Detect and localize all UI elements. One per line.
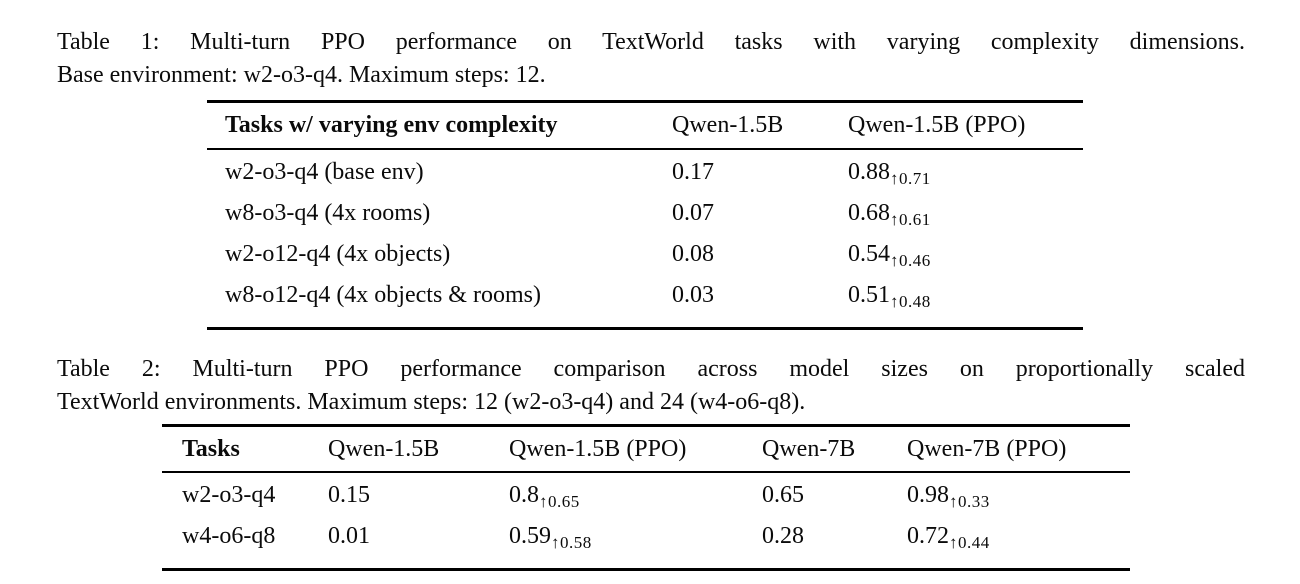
score-value: 0.98 [907,482,949,508]
qwen15b-score-cell: 0.01 [328,523,370,549]
table1-caption-line2: Base environment: w2-o3-q4. Maximum step… [57,62,546,88]
table-row: w2-o12-q4 (4x objects) 0.08 0.54↑0.46 [207,237,1083,278]
ppo-score-cell: 0.54↑0.46 [848,237,1083,278]
table-row: w4-o6-q8 0.01 0.59↑0.58 0.28 0.72↑0.44 [162,519,1130,560]
task-cell: w4-o6-q8 [182,523,276,549]
score-value: 0.59 [509,523,551,549]
table-row: w2-o3-q4 (base env) 0.17 0.88↑0.71 [207,155,1083,196]
table2-header-qwen7b: Qwen-7B [762,435,856,462]
score-value: 0.54 [848,241,890,267]
task-cell: w8-o12-q4 (4x objects & rooms) [225,282,541,308]
table2-caption: Table 2: Multi-turn PPO performance comp… [57,353,1245,419]
gain-subscript: ↑0.61 [890,210,931,229]
table-row: w8-o3-q4 (4x rooms) 0.07 0.68↑0.61 [207,196,1083,237]
table2-body: w2-o3-q4 0.15 0.8↑0.65 0.65 0.98↑0.33 w4… [162,473,1130,568]
table1-body: w2-o3-q4 (base env) 0.17 0.88↑0.71 w8-o3… [207,150,1083,327]
table2-caption-line2: TextWorld environments. Maximum steps: 1… [57,389,806,415]
task-cell: w8-o3-q4 (4x rooms) [225,200,431,226]
table1-header-tasks: Tasks w/ varying env complexity [225,112,558,138]
base-score-cell: 0.17 [672,159,714,185]
qwen15b-ppo-score-cell: 0.8↑0.65 [509,478,762,519]
table1-header-qwen15b: Qwen-1.5B [672,112,784,138]
ppo-score-cell: 0.51↑0.48 [848,278,1083,319]
task-cell: w2-o3-q4 (base env) [225,159,424,185]
score-value: 0.8 [509,482,539,508]
gain-subscript: ↑0.33 [949,492,990,511]
base-score-cell: 0.03 [672,282,714,308]
qwen7b-ppo-score-cell: 0.72↑0.44 [907,519,1130,560]
qwen7b-ppo-score-cell: 0.98↑0.33 [907,478,1130,519]
gain-subscript: ↑0.48 [890,292,931,311]
qwen7b-score-cell: 0.28 [762,523,804,549]
gain-subscript: ↑0.65 [539,492,580,511]
table2-header-qwen15b-ppo: Qwen-1.5B (PPO) [509,435,687,462]
table1-caption-line1: Table 1: Multi-turn PPO performance on T… [57,29,1245,55]
qwen15b-ppo-score-cell: 0.59↑0.58 [509,519,762,560]
table2: Tasks Qwen-1.5B Qwen-1.5B (PPO) Qwen-7B … [162,424,1130,571]
table1: Tasks w/ varying env complexity Qwen-1.5… [207,100,1083,330]
table2-header-qwen15b: Qwen-1.5B [328,435,440,462]
base-score-cell: 0.08 [672,241,714,267]
table1-header-row: Tasks w/ varying env complexity Qwen-1.5… [207,103,1083,150]
ppo-score-cell: 0.88↑0.71 [848,155,1083,196]
gain-subscript: ↑0.71 [890,169,931,188]
table2-header-qwen7b-ppo: Qwen-7B (PPO) [907,435,1067,462]
table1-header-qwen15b-ppo: Qwen-1.5B (PPO) [848,112,1026,138]
qwen7b-score-cell: 0.65 [762,482,804,508]
ppo-score-cell: 0.68↑0.61 [848,196,1083,237]
table2-header-row: Tasks Qwen-1.5B Qwen-1.5B (PPO) Qwen-7B … [162,427,1130,473]
table2-caption-line1: Table 2: Multi-turn PPO performance comp… [57,356,1245,382]
task-cell: w2-o3-q4 [182,482,276,508]
gain-subscript: ↑0.46 [890,251,931,270]
gain-subscript: ↑0.58 [551,533,592,552]
table2-header-tasks: Tasks [182,435,240,462]
task-cell: w2-o12-q4 (4x objects) [225,241,451,267]
table1-caption: Table 1: Multi-turn PPO performance on T… [57,26,1245,92]
score-value: 0.72 [907,523,949,549]
table-row: w8-o12-q4 (4x objects & rooms) 0.03 0.51… [207,278,1083,319]
qwen15b-score-cell: 0.15 [328,482,370,508]
base-score-cell: 0.07 [672,200,714,226]
score-value: 0.88 [848,159,890,185]
gain-subscript: ↑0.44 [949,533,990,552]
score-value: 0.51 [848,282,890,308]
table-row: w2-o3-q4 0.15 0.8↑0.65 0.65 0.98↑0.33 [162,478,1130,519]
score-value: 0.68 [848,200,890,226]
